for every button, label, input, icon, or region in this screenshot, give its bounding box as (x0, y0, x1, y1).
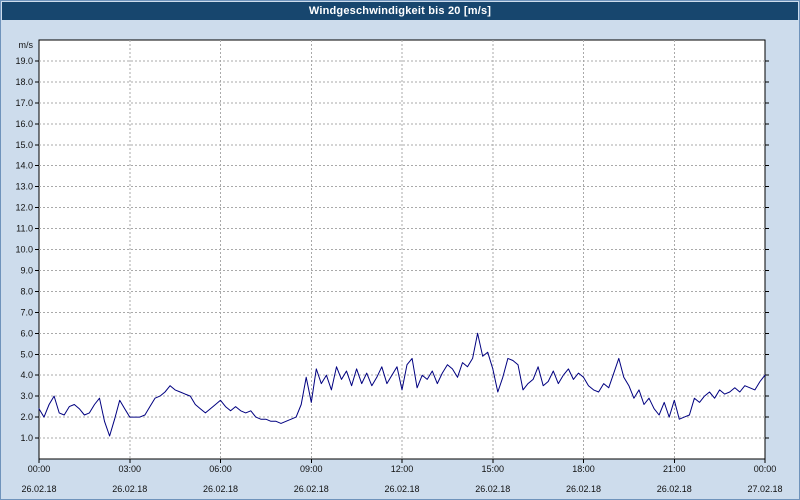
svg-text:26.02.18: 26.02.18 (566, 484, 601, 494)
svg-text:06:00: 06:00 (209, 464, 232, 474)
svg-text:6.0: 6.0 (20, 328, 33, 338)
svg-text:13.0: 13.0 (15, 182, 33, 192)
svg-text:8.0: 8.0 (20, 286, 33, 296)
svg-text:10.0: 10.0 (15, 245, 33, 255)
svg-text:15.0: 15.0 (15, 140, 33, 150)
svg-text:16.0: 16.0 (15, 119, 33, 129)
svg-text:26.02.18: 26.02.18 (657, 484, 692, 494)
svg-text:18:00: 18:00 (572, 464, 595, 474)
chart-area: 1.0 2.0 3.0 4.0 5.0 6.0 7.0 8.0 9.0 10.0 11.0 12.0 1… (1, 19, 799, 499)
svg-text:19.0: 19.0 (15, 56, 33, 66)
svg-text:26.02.18: 26.02.18 (294, 484, 329, 494)
svg-text:18.0: 18.0 (15, 77, 33, 87)
svg-text:00:00: 00:00 (28, 464, 51, 474)
wind-speed-chart: 1.0 2.0 3.0 4.0 5.0 6.0 7.0 8.0 9.0 10.0 11.0 12.0 1… (15, 39, 783, 494)
svg-text:26.02.18: 26.02.18 (112, 484, 147, 494)
svg-text:12.0: 12.0 (15, 203, 33, 213)
svg-text:27.02.18: 27.02.18 (747, 484, 782, 494)
svg-text:00:00: 00:00 (754, 464, 777, 474)
svg-text:26.02.18: 26.02.18 (21, 484, 56, 494)
svg-text:15:00: 15:00 (481, 464, 504, 474)
svg-text:2.0: 2.0 (20, 412, 33, 422)
svg-text:14.0: 14.0 (15, 161, 33, 171)
title-bar: Windgeschwindigkeit bis 20 [m/s] (2, 2, 798, 20)
svg-text:21:00: 21:00 (663, 464, 686, 474)
svg-text:3.0: 3.0 (20, 391, 33, 401)
svg-text:7.0: 7.0 (20, 307, 33, 317)
svg-text:11.0: 11.0 (16, 224, 33, 234)
svg-text:09:00: 09:00 (300, 464, 323, 474)
svg-text:1.0: 1.0 (20, 433, 33, 443)
svg-text:5.0: 5.0 (20, 349, 33, 359)
chart-title: Windgeschwindigkeit bis 20 [m/s] (308, 5, 492, 17)
svg-text:9.0: 9.0 (20, 265, 33, 275)
svg-text:26.02.18: 26.02.18 (475, 484, 510, 494)
svg-text:12:00: 12:00 (391, 464, 414, 474)
svg-text:26.02.18: 26.02.18 (384, 484, 419, 494)
svg-text:4.0: 4.0 (20, 370, 33, 380)
svg-text:17.0: 17.0 (15, 98, 33, 108)
svg-text:m/s: m/s (19, 40, 34, 50)
svg-text:03:00: 03:00 (118, 464, 141, 474)
svg-text:26.02.18: 26.02.18 (203, 484, 238, 494)
